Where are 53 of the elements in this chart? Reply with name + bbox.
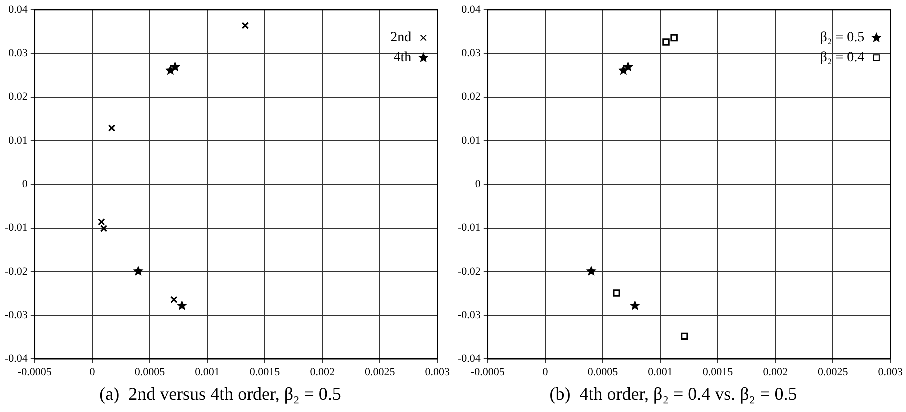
y-tick-label: 0 (475, 178, 482, 190)
y-tick-label: 0.04 (8, 4, 28, 16)
point (108, 124, 116, 132)
point (242, 22, 250, 30)
point (170, 296, 178, 304)
point (613, 290, 620, 297)
y-tick-label: -0.02 (458, 266, 481, 278)
y-tick-label: 0 (22, 178, 28, 190)
y-tick-label: -0.01 (458, 222, 481, 234)
y-tick-label: 0.01 (462, 134, 481, 147)
x-tick-label: 0.0015 (702, 366, 734, 379)
legend-label: β₂ = 0.5 (820, 30, 865, 46)
y-tick-label: 0.03 (8, 48, 28, 60)
point (670, 34, 678, 42)
y-tick-label: -0.01 (4, 222, 28, 234)
text: (a) 2nd versus 4th order, β₂ = 0.5 (100, 384, 342, 404)
legend-label: 4th (394, 50, 412, 66)
x-tick-label: 0.003 (878, 366, 904, 379)
y-tick-label: -0.03 (458, 309, 482, 322)
y-tick-label: -0.03 (4, 309, 28, 322)
y-tick-label: 0.01 (8, 134, 28, 147)
x-tick-label: 0.003 (425, 366, 450, 379)
x-tick-label: 0 (542, 366, 549, 379)
legend-label: β₂ = 0.4 (820, 50, 865, 66)
point (623, 62, 634, 72)
y-tick-label: -0.04 (4, 353, 28, 366)
x-tick-label: -0.0005 (470, 366, 506, 379)
y-tick-label: 0.02 (8, 91, 28, 104)
x-tick-label: 0.0015 (250, 366, 281, 379)
x-tick-label: 0.001 (195, 366, 220, 379)
point (681, 332, 688, 340)
point (586, 266, 597, 276)
legend-label: 2nd (390, 30, 412, 46)
y-tick-label: 0.04 (462, 4, 482, 16)
point (170, 62, 181, 72)
x-tick-label: 0 (90, 366, 96, 379)
y-tick-label: -0.02 (4, 266, 28, 278)
x-tick-label: 0.0005 (134, 366, 166, 379)
x-tick-label: 0.0025 (364, 366, 396, 379)
y-tick-label: 0.03 (462, 48, 482, 60)
x-tick-label: 0.0005 (588, 366, 619, 379)
point (630, 300, 640, 310)
y-tick-label: 0.02 (462, 91, 481, 104)
text: (b) 4th order, β₂ = 0.4 vs. β₂ = 0.5 (550, 384, 798, 404)
x-tick-label: 0.002 (310, 366, 335, 379)
point (133, 266, 144, 276)
y-tick-label: -0.04 (458, 353, 482, 366)
x-tick-label: 0.001 (648, 366, 673, 379)
point (176, 300, 188, 310)
x-tick-label: 0.002 (763, 366, 788, 379)
x-tick-label: 0.0025 (818, 366, 849, 379)
point (662, 38, 670, 46)
x-tick-label: -0.0005 (18, 366, 52, 379)
